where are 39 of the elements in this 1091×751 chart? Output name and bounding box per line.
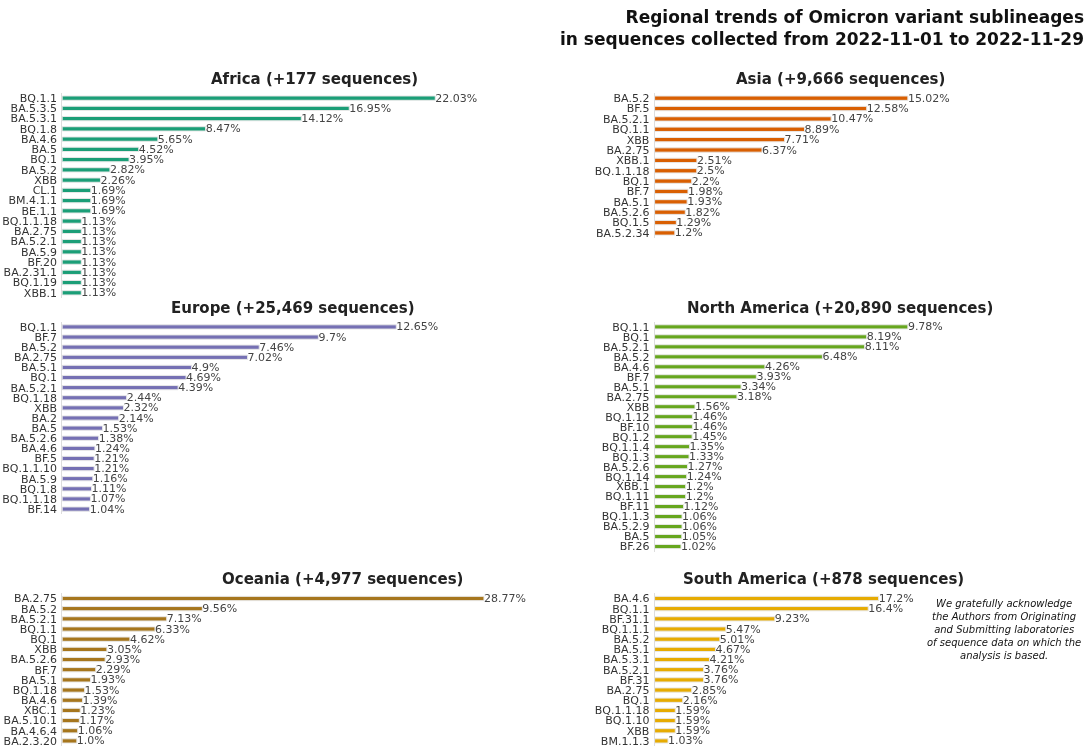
chart-title: South America (+878 sequences)	[683, 570, 965, 588]
data-label: 9.7%	[318, 330, 347, 344]
data-label: 8.11%	[864, 340, 900, 354]
data-label: 1.03%	[668, 734, 703, 748]
y-tick-label: BF.14	[27, 502, 57, 516]
data-label: 9.56%	[202, 602, 238, 616]
data-label: 1.2%	[674, 226, 703, 240]
data-label: 2.51%	[696, 153, 732, 167]
text: We gratefully acknowledge the Authors from Originating and Submitting laboratories of sequence data on which the analysis is based.	[927, 598, 1082, 661]
y-tick-label: BQ.1.14	[605, 470, 650, 484]
data-label: 14.12%	[301, 112, 344, 126]
y-tick-label: BQ.1.1	[612, 320, 650, 334]
data-label: 16.95%	[349, 101, 392, 115]
data-label: 4.39%	[178, 381, 214, 395]
data-label: 3.18%	[736, 390, 772, 404]
data-label: 6.48%	[822, 350, 858, 364]
data-label: 1.0%	[76, 734, 105, 748]
y-tick-label: BQ.1.11	[605, 490, 650, 504]
data-label: 8.47%	[205, 122, 241, 136]
data-label: 9.78%	[907, 320, 943, 334]
y-tick-label: BA.5.3.1	[10, 112, 57, 126]
chart-title: North America (+20,890 sequences)	[687, 299, 994, 317]
chart-title: Asia (+9,666 sequences)	[736, 70, 946, 88]
text: Regional trends of Omicron variant sublineages in sequences collected from 2022-11-01 to 2022-11-29	[560, 7, 1085, 50]
chart-title: Oceania (+4,977 sequences)	[222, 570, 464, 588]
data-label: 17.2%	[878, 592, 914, 605]
data-label: 15.02%	[907, 91, 950, 105]
data-label: 4.9%	[191, 360, 220, 374]
data-label: 16.4%	[868, 602, 904, 616]
chart-title: Africa (+177 sequences)	[211, 70, 419, 88]
data-label: 9.23%	[774, 612, 810, 626]
y-tick-label: BF.26	[619, 540, 650, 554]
data-label: 1.13%	[81, 286, 117, 300]
y-tick-label: BQ.1.2	[612, 430, 650, 444]
data-label: 1.02%	[681, 540, 716, 554]
data-label: 12.65%	[396, 320, 439, 334]
data-label: 22.03%	[435, 91, 478, 105]
data-label: 28.77%	[483, 592, 526, 605]
chart-title: Europe (+25,469 sequences)	[171, 299, 415, 317]
